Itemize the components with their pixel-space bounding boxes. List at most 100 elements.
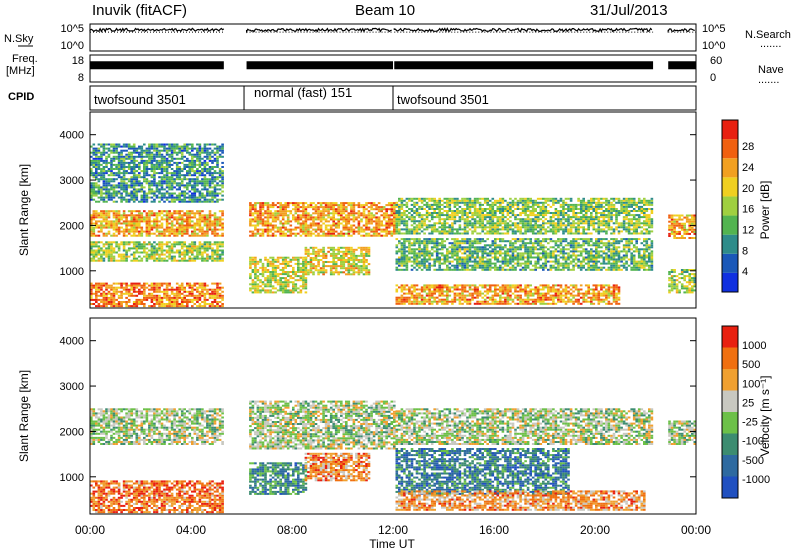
power-cell <box>175 222 179 225</box>
power-cell <box>329 216 333 219</box>
power-cell <box>183 243 186 246</box>
power-cell <box>138 172 141 175</box>
power-cell <box>175 172 179 175</box>
power-cell <box>107 198 111 201</box>
power-cell <box>478 214 482 217</box>
power-cell <box>279 234 282 237</box>
power-cell <box>418 216 421 219</box>
power-cell <box>180 178 184 181</box>
power-cell <box>213 294 217 297</box>
power-cell <box>90 230 93 233</box>
power-cell <box>105 143 108 146</box>
power-cell <box>286 218 290 221</box>
power-cell <box>375 216 378 219</box>
power-cell <box>127 161 131 164</box>
power-cell <box>564 218 568 221</box>
power-cell <box>196 170 199 173</box>
power-cell <box>191 257 194 260</box>
power-cell <box>529 220 532 223</box>
power-cell <box>122 182 126 185</box>
power-cell <box>562 212 565 214</box>
power-cell <box>410 228 414 231</box>
power-cell <box>304 281 308 284</box>
power-cell <box>221 286 224 289</box>
power-cell <box>203 288 207 291</box>
power-cell <box>514 230 517 233</box>
power-cell <box>208 186 212 189</box>
power-cell <box>499 218 502 221</box>
power-cell <box>203 296 207 299</box>
power-cell <box>322 212 325 215</box>
power-cell <box>148 232 151 235</box>
power-cell <box>221 245 224 248</box>
power-cell <box>97 186 101 189</box>
power-cell <box>140 159 144 162</box>
power-cell <box>266 260 270 263</box>
power-cell <box>120 303 123 305</box>
power-cell <box>115 178 118 181</box>
power-cell <box>261 212 265 215</box>
power-cell <box>567 232 570 235</box>
power-cell <box>304 261 308 263</box>
power-cell <box>163 168 166 170</box>
power-cell <box>281 262 285 265</box>
power-cell <box>405 210 409 212</box>
power-cell <box>542 226 545 229</box>
power-cell <box>208 222 212 225</box>
power-cell <box>168 249 171 252</box>
power-cell <box>183 228 186 231</box>
power-cell <box>294 285 298 288</box>
power-cell <box>491 232 495 235</box>
power-cell <box>461 201 464 204</box>
power-cell <box>178 222 181 225</box>
power-cell <box>213 172 217 175</box>
power-cell <box>322 248 325 251</box>
power-cell <box>188 257 192 260</box>
power-cell <box>102 186 106 189</box>
power-cell <box>264 222 267 225</box>
power-cell <box>208 168 212 170</box>
power-cell <box>130 284 133 287</box>
power-cell <box>178 303 181 305</box>
power-cell <box>135 166 139 168</box>
power-cell <box>115 168 118 170</box>
power-cell <box>122 259 126 262</box>
power-cell <box>201 188 204 191</box>
power-cell <box>168 247 171 250</box>
power-cell <box>135 216 139 219</box>
power-cell <box>135 241 139 244</box>
power-cell <box>307 248 310 251</box>
power-cell <box>186 200 189 203</box>
power-cell <box>529 210 532 212</box>
power-cell <box>370 204 373 207</box>
power-cell <box>178 228 181 231</box>
power-cell <box>188 174 192 177</box>
power-cell <box>413 212 416 214</box>
power-cell <box>269 279 272 282</box>
power-cell <box>203 184 207 187</box>
power-cell <box>102 226 106 229</box>
power-cell <box>163 200 166 203</box>
power-cell <box>377 228 381 231</box>
power-cell <box>337 210 340 213</box>
power-cell <box>201 194 204 197</box>
power-cell <box>201 284 204 287</box>
power-cell <box>276 216 280 219</box>
power-cell <box>153 157 156 160</box>
power-cell <box>188 178 192 181</box>
power-cell <box>519 218 522 221</box>
power-cell <box>122 145 126 148</box>
power-cell <box>582 203 585 206</box>
power-cell <box>175 249 179 252</box>
power-cell <box>198 226 202 229</box>
power-cell <box>443 210 447 212</box>
power-cell <box>105 194 108 197</box>
power-cell <box>211 249 214 252</box>
power-cell <box>122 176 126 179</box>
power-cell <box>536 216 540 219</box>
power-cell <box>150 224 154 227</box>
power-cell <box>345 222 348 225</box>
power-cell <box>284 208 287 211</box>
power-cell <box>100 298 103 301</box>
power-cell <box>387 230 391 233</box>
